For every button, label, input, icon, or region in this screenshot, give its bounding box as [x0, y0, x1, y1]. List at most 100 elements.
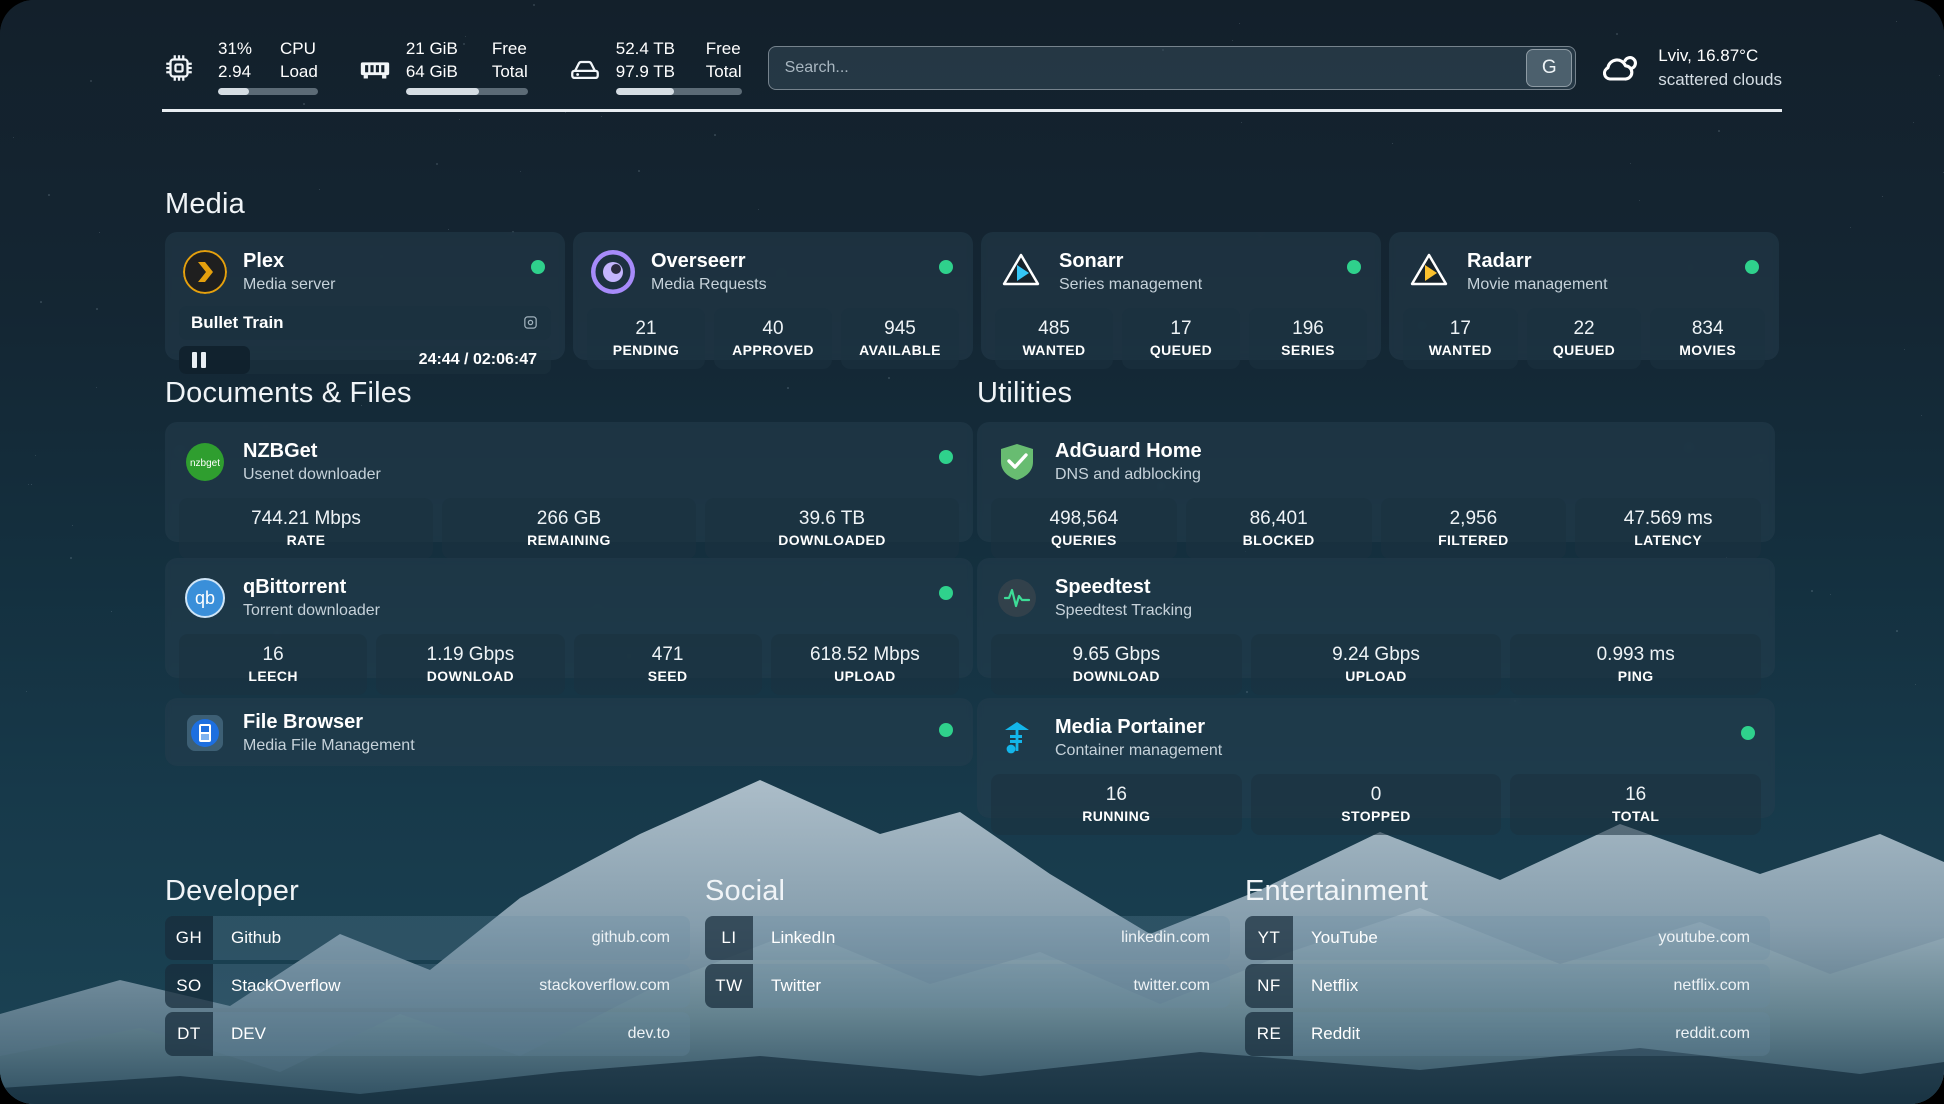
- stat-item: 266 GB REMAINING: [442, 498, 696, 560]
- disk-total-value: 97.9 TB: [616, 61, 688, 83]
- card-overseerr[interactable]: Overseerr Media Requests 21 PENDING 40 A…: [573, 232, 973, 360]
- bookmark-reddit[interactable]: RE Reddit reddit.com: [1245, 1012, 1770, 1056]
- bookmark-netflix[interactable]: NF Netflix netflix.com: [1245, 964, 1770, 1008]
- stat-label: LEECH: [183, 667, 363, 685]
- plex-time: 24:44 / 02:06:47: [419, 351, 537, 369]
- search-bar[interactable]: G: [768, 46, 1577, 90]
- stat-item: 17 WANTED: [1403, 308, 1518, 370]
- status-badge-nzbget: [939, 450, 953, 464]
- dashboard-page: 31% CPU 2.94 Load: [0, 0, 1944, 1104]
- plex-time-sep: /: [464, 351, 468, 368]
- card-sonarr[interactable]: Sonarr Series management 485 WANTED 17 Q…: [981, 232, 1381, 360]
- disk-free-label: Free: [706, 38, 741, 60]
- disk-free-value: 52.4 TB: [616, 38, 688, 60]
- stat-item: 0 STOPPED: [1251, 774, 1502, 836]
- bookmark-name: Twitter: [771, 976, 821, 996]
- plex-duration: 02:06:47: [473, 351, 537, 368]
- card-sonarr-name: Sonarr: [1059, 249, 1202, 274]
- card-nzbget[interactable]: nzbget NZBGet Usenet downloader 744.21 M…: [165, 422, 973, 542]
- settings-gear-icon[interactable]: [522, 314, 539, 331]
- card-adguard-name: AdGuard Home: [1055, 439, 1202, 464]
- stat-label: WANTED: [999, 341, 1109, 359]
- stat-value: 2,956: [1385, 507, 1563, 532]
- bookmark-url: youtube.com: [1658, 929, 1750, 947]
- svg-text:nzbget: nzbget: [190, 458, 220, 469]
- svg-text:qb: qb: [195, 588, 215, 608]
- disk-icon: [568, 51, 602, 85]
- card-adguard[interactable]: AdGuard Home DNS and adblocking 498,564 …: [977, 422, 1775, 542]
- card-radarr-desc: Movie management: [1467, 274, 1608, 296]
- stat-value: 17: [1407, 317, 1514, 342]
- stats-overseerr: 21 PENDING 40 APPROVED 945 AVAILABLE: [573, 302, 973, 384]
- nzbget-logo: nzbget: [183, 440, 227, 484]
- stat-item: 1.19 Gbps DOWNLOAD: [376, 634, 564, 696]
- pause-icon[interactable]: [192, 352, 206, 368]
- stat-label: SERIES: [1253, 341, 1363, 359]
- stat-item: 834 MOVIES: [1650, 308, 1765, 370]
- card-speedtest-name: Speedtest: [1055, 575, 1192, 600]
- bookmark-github[interactable]: GH Github github.com: [165, 916, 690, 960]
- card-filebrowser-desc: Media File Management: [243, 735, 415, 757]
- bookmark-name: Netflix: [1311, 976, 1358, 996]
- stats-radarr: 17 WANTED 22 QUEUED 834 MOVIES: [1389, 302, 1779, 384]
- stat-item: 40 APPROVED: [714, 308, 832, 370]
- stat-item: 2,956 FILTERED: [1381, 498, 1567, 560]
- search-engine-button[interactable]: G: [1526, 49, 1572, 87]
- card-plex-name: Plex: [243, 249, 335, 274]
- radarr-logo: [1407, 250, 1451, 294]
- card-radarr[interactable]: Radarr Movie management 17 WANTED 22 QUE…: [1389, 232, 1779, 360]
- cpu-widget[interactable]: 31% CPU 2.94 Load: [162, 38, 318, 97]
- top-header: 31% CPU 2.94 Load: [162, 26, 1782, 112]
- search-input[interactable]: [769, 47, 1527, 89]
- stat-value: 618.52 Mbps: [775, 643, 955, 668]
- stat-value: 47.569 ms: [1579, 507, 1757, 532]
- cpu-icon: [162, 51, 196, 85]
- status-badge-plex: [531, 260, 545, 274]
- bookmark-twitter[interactable]: TW Twitter twitter.com: [705, 964, 1230, 1008]
- cloud-icon: [1598, 46, 1642, 90]
- bookmark-linkedin[interactable]: LI LinkedIn linkedin.com: [705, 916, 1230, 960]
- stat-value: 9.65 Gbps: [995, 643, 1238, 668]
- filebrowser-logo: [183, 711, 227, 755]
- stat-value: 498,564: [995, 507, 1173, 532]
- bookmark-dev[interactable]: DT DEV dev.to: [165, 1012, 690, 1056]
- card-plex[interactable]: Plex Media server Bullet Train 24:44 / 0…: [165, 232, 565, 360]
- disk-widget[interactable]: 52.4 TB Free 97.9 TB Total: [568, 38, 742, 97]
- stat-value: 22: [1531, 317, 1638, 342]
- stat-label: MOVIES: [1654, 341, 1761, 359]
- bookmark-youtube[interactable]: YT YouTube youtube.com: [1245, 916, 1770, 960]
- status-badge-sonarr: [1347, 260, 1361, 274]
- ram-usage-bar: [406, 88, 528, 95]
- stat-label: AVAILABLE: [845, 341, 955, 359]
- section-title-media: Media: [165, 188, 245, 221]
- stat-label: QUERIES: [995, 531, 1173, 549]
- card-filebrowser-name: File Browser: [243, 710, 415, 735]
- card-media-portainer[interactable]: Media Portainer Container management 16 …: [977, 698, 1775, 818]
- stat-value: 16: [995, 783, 1238, 808]
- section-title-developer: Developer: [165, 875, 299, 908]
- stat-item: 22 QUEUED: [1527, 308, 1642, 370]
- stat-label: QUEUED: [1531, 341, 1638, 359]
- card-qbittorrent[interactable]: qb qBittorrent Torrent downloader 16 LEE…: [165, 558, 973, 678]
- card-filebrowser[interactable]: File Browser Media File Management: [165, 698, 973, 766]
- stat-label: RATE: [183, 531, 429, 549]
- bookmark-url: reddit.com: [1675, 1025, 1750, 1043]
- bookmark-url: github.com: [592, 929, 670, 947]
- cpu-load-label: Load: [280, 61, 318, 83]
- weather-widget[interactable]: Lviv, 16.87°C scattered clouds: [1598, 44, 1782, 92]
- card-overseerr-desc: Media Requests: [651, 274, 767, 296]
- bookmark-tag: NF: [1245, 964, 1293, 1008]
- card-speedtest[interactable]: Speedtest Speedtest Tracking 9.65 Gbps D…: [977, 558, 1775, 678]
- card-overseerr-name: Overseerr: [651, 249, 767, 274]
- stat-label: DOWNLOAD: [380, 667, 560, 685]
- bookmark-tag: YT: [1245, 916, 1293, 960]
- plex-progress-bar[interactable]: 24:44 / 02:06:47: [179, 346, 551, 374]
- bookmark-stackoverflow[interactable]: SO StackOverflow stackoverflow.com: [165, 964, 690, 1008]
- bookmark-name: Reddit: [1311, 1024, 1360, 1044]
- search-engine-label: G: [1542, 57, 1557, 79]
- ram-widget[interactable]: 21 GiB Free 64 GiB Total: [358, 38, 528, 97]
- disk-usage-bar: [616, 88, 742, 95]
- card-portainer-name: Media Portainer: [1055, 715, 1222, 740]
- bookmark-name: DEV: [231, 1024, 266, 1044]
- adguard-logo: [995, 440, 1039, 484]
